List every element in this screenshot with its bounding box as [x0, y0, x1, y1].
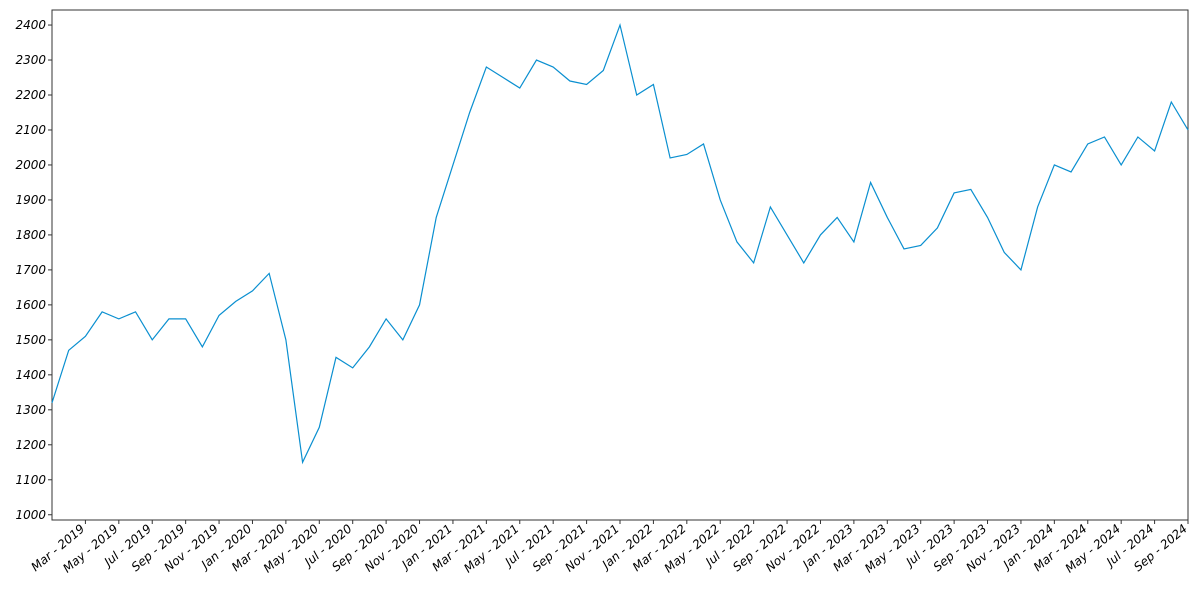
y-tick-label: 1000	[15, 508, 46, 522]
plot-frame	[51, 9, 1189, 521]
y-tick-label: 1600	[15, 298, 46, 312]
y-tick-label: 1500	[15, 333, 46, 347]
y-tick-label: 2000	[15, 158, 46, 172]
y-tick-label: 2200	[15, 88, 46, 102]
y-tick-label: 1900	[15, 193, 46, 207]
y-tick-label: 2300	[15, 53, 46, 67]
line-series	[51, 22, 1189, 465]
y-tick-label: 1800	[15, 228, 46, 242]
y-tick-label: 1400	[15, 368, 46, 382]
y-tick-label: 1100	[15, 473, 46, 487]
y-tick-label: 2400	[15, 18, 46, 32]
y-tick-label: 1700	[15, 263, 46, 277]
y-tick-label: 1300	[15, 403, 46, 417]
y-tick-label: 1200	[15, 438, 46, 452]
y-tick-label: 2100	[15, 123, 46, 137]
